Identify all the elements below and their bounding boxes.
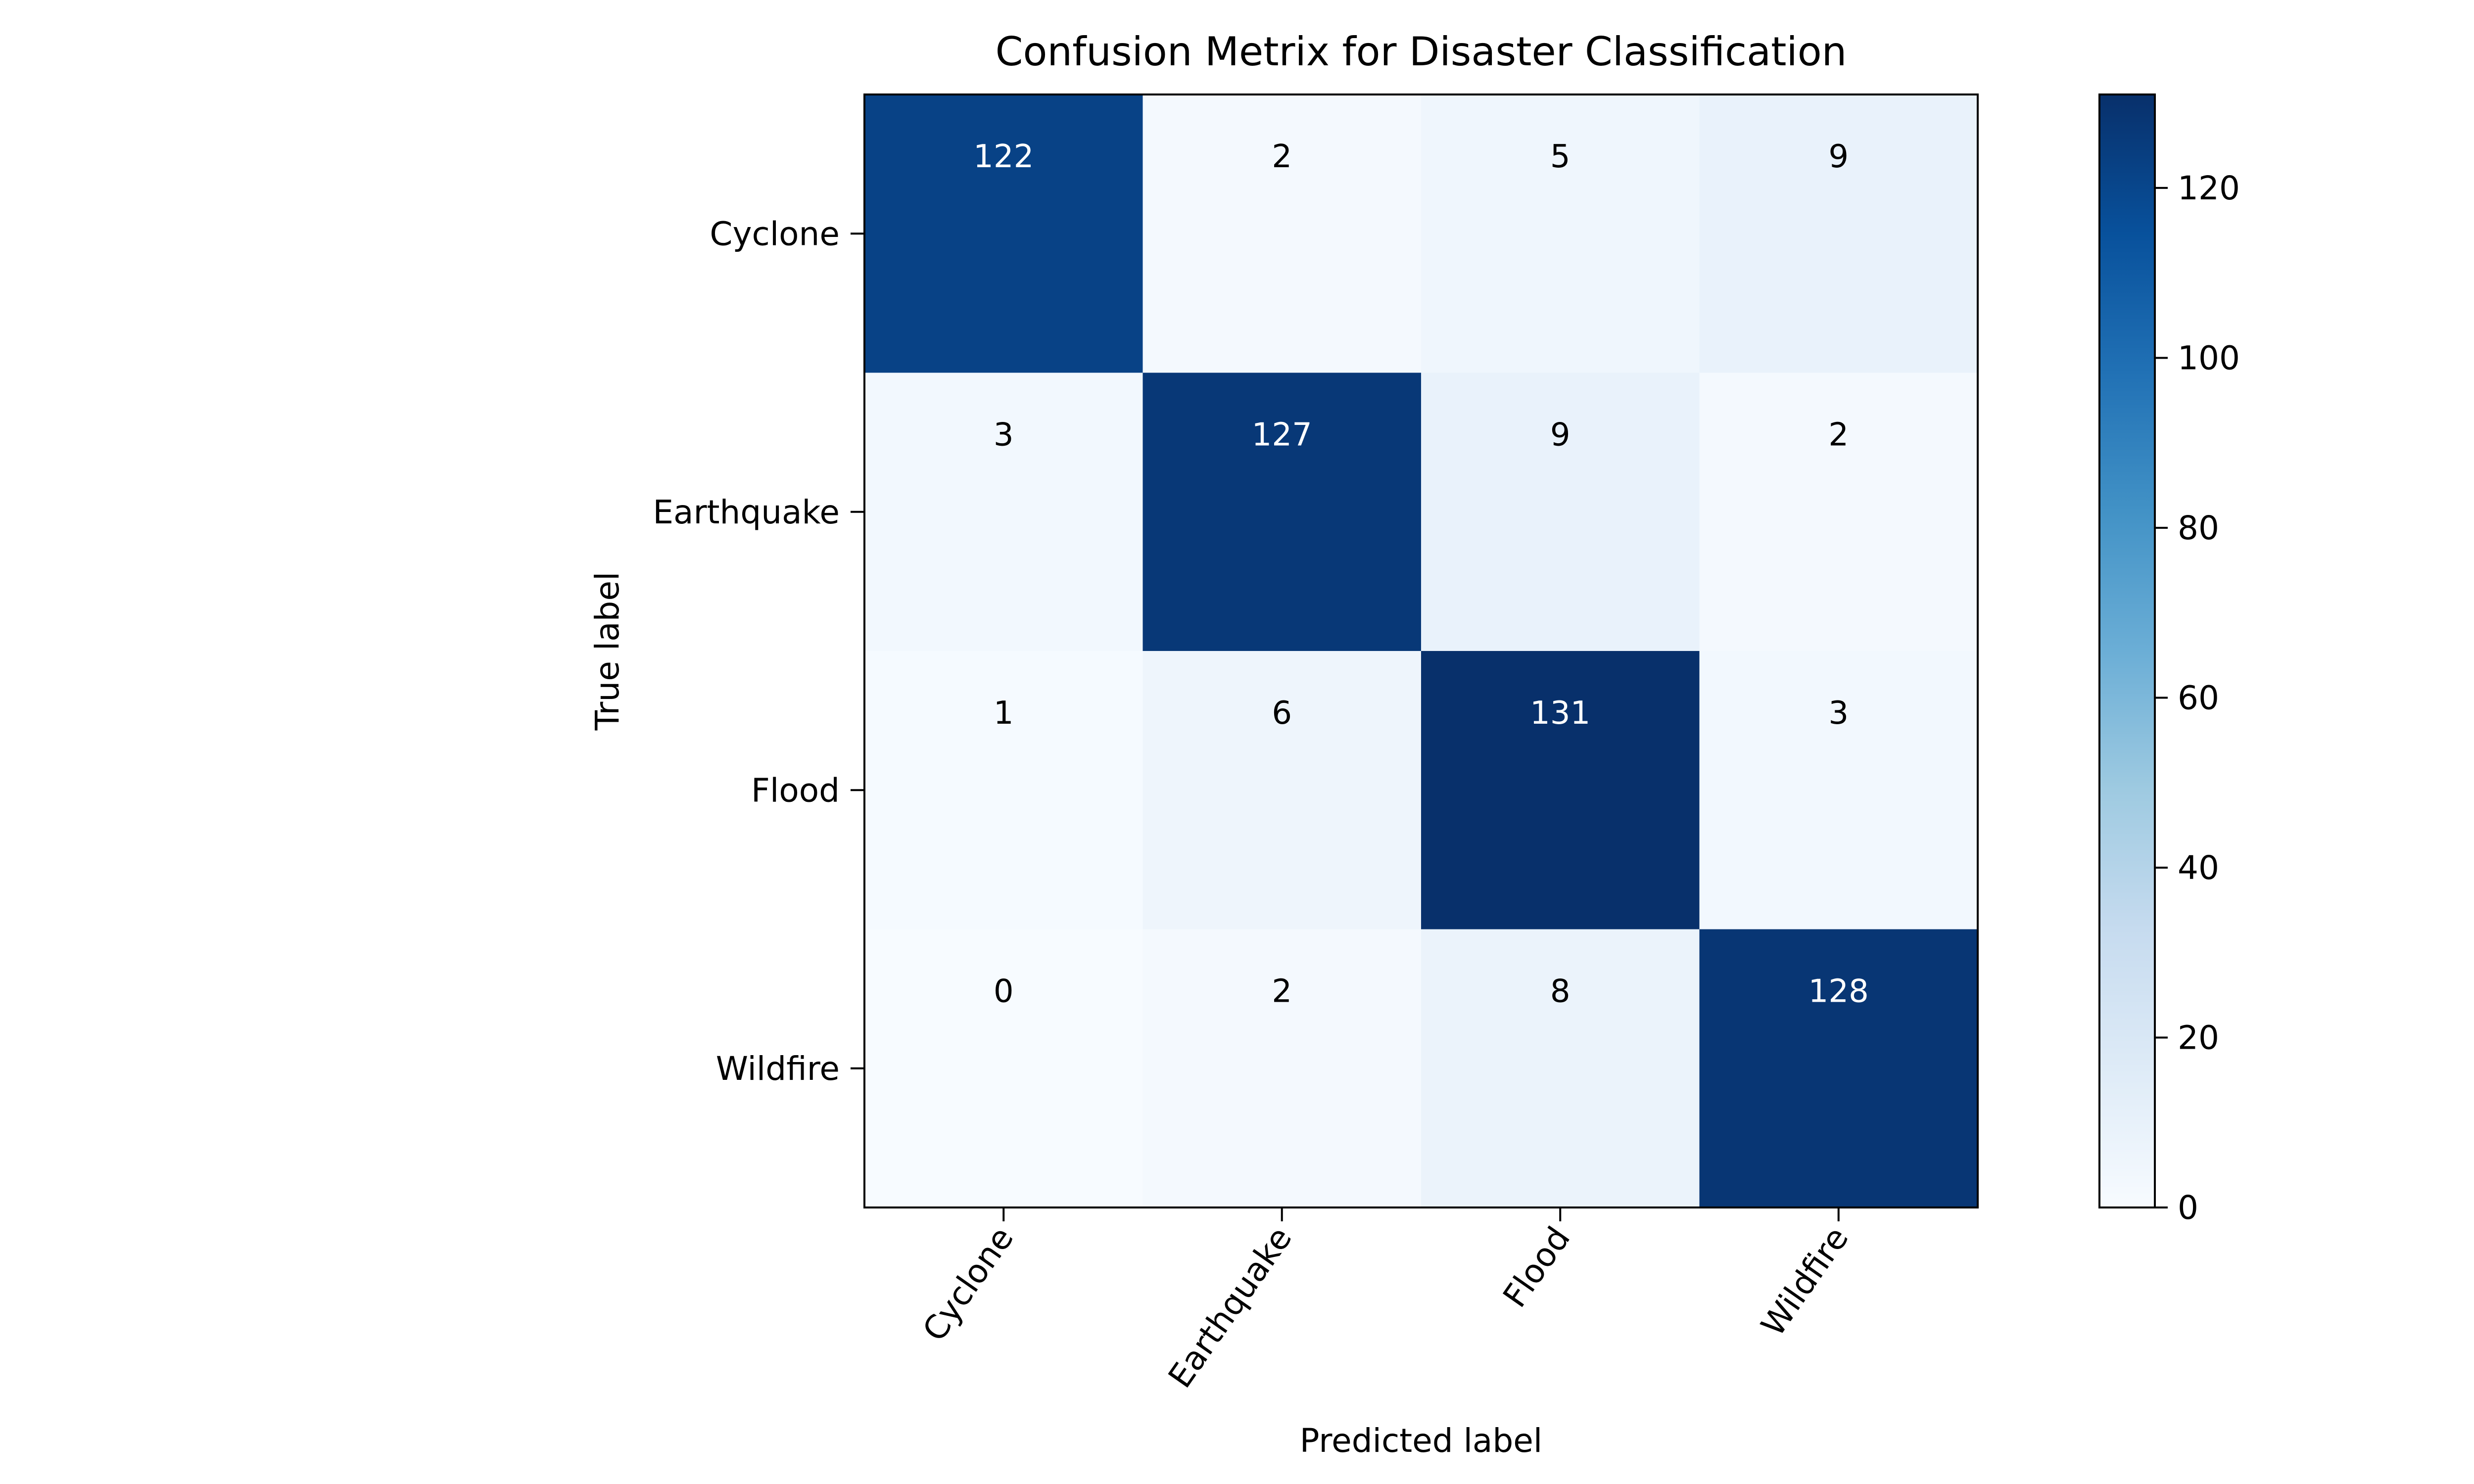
heatmap-cells	[864, 94, 1978, 1208]
colorbar-ticks: 0 20 40 60 80 100 120	[2155, 169, 2240, 1227]
cell-value-label: 0	[994, 973, 1014, 1010]
heatmap-cell	[1421, 372, 1700, 651]
colorbar-gradient	[2099, 94, 2155, 1207]
cell-value-label: 6	[1272, 695, 1292, 732]
colorbar-tick-label: 0	[2178, 1189, 2198, 1227]
heatmap-cell	[1142, 94, 1422, 373]
cell-value-label: 122	[973, 139, 1034, 175]
y-tick-label: Earthquake	[653, 493, 840, 531]
heatmap-cell	[1699, 651, 1978, 929]
y-tick-label: Flood	[751, 771, 840, 809]
cell-value-label: 2	[1272, 139, 1292, 175]
cell-value-label: 2	[1828, 417, 1849, 453]
heatmap-cell	[864, 651, 1143, 929]
y-axis-label: True label	[588, 572, 626, 731]
colorbar-tick-label: 80	[2178, 509, 2219, 547]
cell-value-label: 128	[1808, 973, 1869, 1010]
cell-value-label: 5	[1550, 139, 1570, 175]
cell-value-label: 9	[1550, 417, 1570, 453]
heatmap-cell	[864, 372, 1143, 651]
heatmap-cell	[1699, 929, 1978, 1208]
x-axis-label: Predicted label	[1300, 1422, 1542, 1460]
cell-value-labels: 122 2 5 9 3 127 9 2 1 6 131 3 0 2 8 128	[973, 139, 1869, 1010]
heatmap-cell	[1142, 372, 1422, 651]
colorbar-tick-label: 40	[2178, 849, 2219, 887]
y-axis-ticks: Cyclone Earthquake Flood Wildfire	[653, 215, 864, 1088]
cell-value-label: 2	[1272, 973, 1292, 1010]
plot-frame	[863, 93, 1979, 1208]
colorbar-tick-label: 120	[2178, 169, 2240, 207]
cell-value-label: 9	[1828, 139, 1849, 175]
colorbar: 0 20 40 60 80 100 120	[2098, 93, 2240, 1227]
y-tick-label: Wildfire	[716, 1050, 840, 1088]
heatmap-cell	[1142, 651, 1422, 929]
heatmap-cell	[1421, 929, 1700, 1208]
cell-value-label: 3	[994, 417, 1014, 453]
heatmap-cell	[1699, 94, 1978, 373]
cell-value-label: 131	[1530, 695, 1590, 732]
heatmap-cell	[1421, 94, 1700, 373]
cell-value-label: 127	[1252, 417, 1312, 453]
heatmap-cell	[1142, 929, 1422, 1208]
colorbar-frame	[2098, 93, 2156, 1208]
heatmap-cell	[864, 94, 1143, 373]
chart-title: Confusion Metrix for Disaster Classifica…	[996, 29, 1847, 75]
y-tick-label: Cyclone	[710, 215, 840, 253]
cell-value-label: 8	[1550, 973, 1570, 1010]
colorbar-tick-label: 60	[2178, 679, 2219, 717]
heatmap-cell	[1421, 651, 1700, 929]
colorbar-tick-label: 20	[2178, 1019, 2219, 1057]
heatmap-cell	[1699, 372, 1978, 651]
cell-value-label: 3	[1828, 695, 1849, 732]
colorbar-tick-label: 100	[2178, 339, 2240, 377]
heatmap-cell	[864, 929, 1143, 1208]
cell-value-label: 1	[994, 695, 1014, 732]
